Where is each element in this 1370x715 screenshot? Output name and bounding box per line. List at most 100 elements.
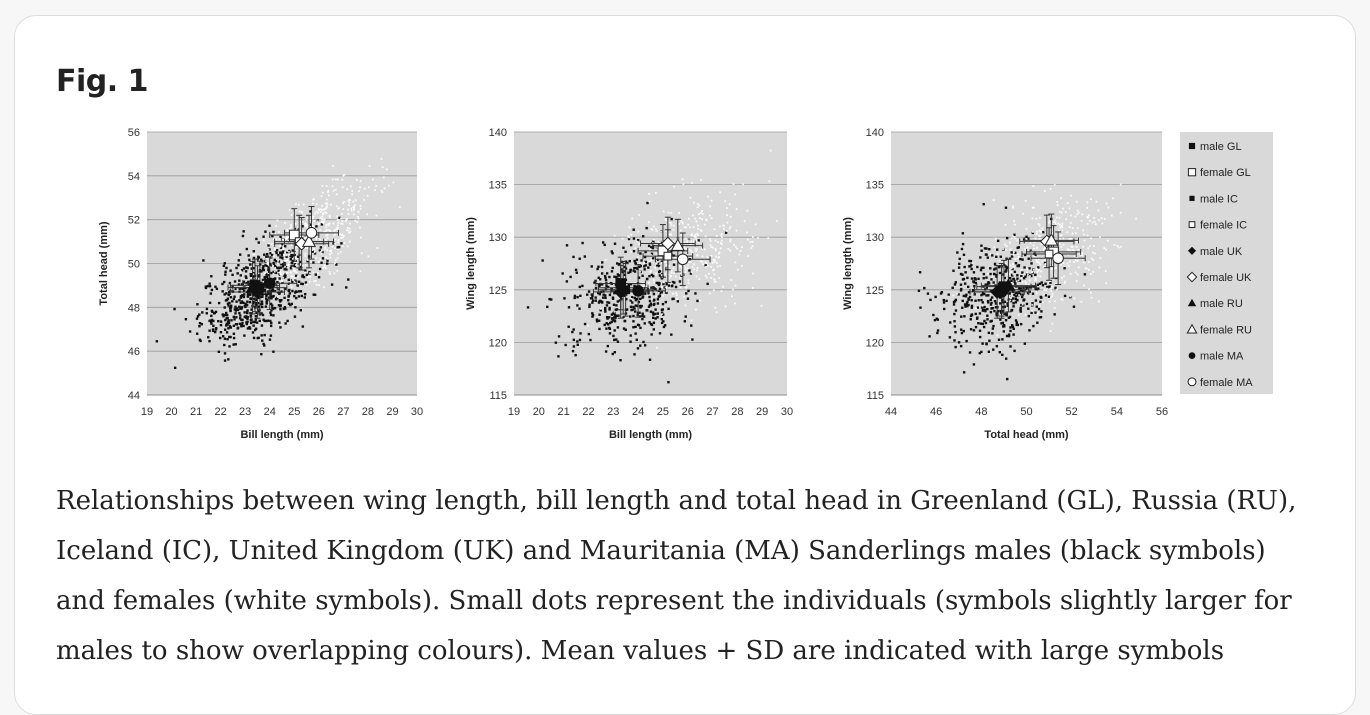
individual-point <box>1013 223 1016 226</box>
individual-point <box>214 285 217 288</box>
individual-point <box>683 295 686 298</box>
individual-point <box>1014 251 1017 255</box>
individual-point <box>712 258 715 261</box>
individual-point <box>706 256 709 259</box>
individual-point <box>650 254 653 256</box>
individual-point <box>616 340 620 343</box>
individual-point <box>252 273 255 276</box>
individual-point <box>345 218 348 221</box>
individual-point <box>246 309 249 312</box>
individual-point <box>1003 305 1006 308</box>
individual-point <box>710 246 713 249</box>
individual-point <box>1034 311 1037 314</box>
individual-point <box>359 207 362 210</box>
individual-point <box>952 303 956 306</box>
individual-point <box>263 277 267 281</box>
individual-point <box>710 276 713 279</box>
individual-point <box>664 261 666 263</box>
individual-point <box>1041 284 1045 287</box>
individual-point <box>303 296 306 299</box>
individual-point <box>696 206 699 209</box>
individual-point <box>195 317 199 320</box>
individuals-males <box>917 202 1087 381</box>
individual-point <box>605 322 608 325</box>
individual-point <box>1006 377 1009 381</box>
individual-point <box>719 242 722 244</box>
individual-point <box>965 339 968 343</box>
individual-point <box>989 272 992 276</box>
individual-point <box>638 315 642 318</box>
individual-point <box>686 241 689 243</box>
individual-point <box>696 267 699 269</box>
individual-point <box>626 261 629 265</box>
individual-point <box>255 237 258 241</box>
figure-caption: Relationships between wing length, bill … <box>56 486 1297 666</box>
individual-point <box>691 266 694 269</box>
individual-point <box>279 308 282 311</box>
individual-point <box>306 227 309 230</box>
individual-point <box>253 297 256 301</box>
individual-point <box>631 217 634 220</box>
individual-point <box>993 272 996 276</box>
x-tick-label: 48 <box>975 406 987 418</box>
individual-point <box>173 366 177 369</box>
individual-point <box>1063 294 1067 298</box>
individual-point <box>342 236 344 239</box>
individual-point <box>208 282 211 285</box>
individual-point <box>956 292 959 295</box>
individual-point <box>322 267 324 269</box>
individual-point <box>973 284 976 288</box>
individual-point <box>357 217 360 220</box>
individual-point <box>650 286 653 289</box>
individual-point <box>665 260 668 263</box>
individual-point <box>1031 302 1034 305</box>
individual-point <box>665 291 668 294</box>
individual-point <box>1082 245 1084 248</box>
individual-point <box>693 239 696 242</box>
individual-point <box>717 256 720 259</box>
individual-point <box>611 252 614 255</box>
individual-point <box>1088 219 1091 222</box>
individual-point <box>1025 235 1028 238</box>
individual-point <box>252 336 256 340</box>
individual-point <box>288 292 292 295</box>
individual-point <box>297 226 299 229</box>
individual-point <box>917 289 921 292</box>
individual-point <box>227 320 230 323</box>
individual-point <box>326 262 329 265</box>
individual-point <box>308 270 311 274</box>
individual-point <box>336 270 339 272</box>
individual-point <box>603 323 606 327</box>
individual-point <box>650 252 654 256</box>
individual-point <box>318 267 322 271</box>
individual-point <box>637 300 641 304</box>
individual-point <box>586 293 589 296</box>
individual-point <box>622 327 626 330</box>
individual-point <box>709 238 712 240</box>
individual-point <box>730 279 733 282</box>
individual-point <box>954 281 958 284</box>
individual-point <box>265 319 268 323</box>
individual-point <box>729 249 732 252</box>
individual-point <box>337 207 340 210</box>
individual-point <box>288 288 291 292</box>
individual-point <box>281 251 284 254</box>
individual-point <box>597 301 601 304</box>
individual-point <box>269 302 273 306</box>
individual-point <box>275 249 279 252</box>
individual-point <box>1090 257 1093 260</box>
individual-point <box>321 250 324 254</box>
individual-point <box>253 320 257 324</box>
individual-point <box>999 302 1002 305</box>
individual-point <box>709 240 712 242</box>
individual-point <box>603 274 607 278</box>
individual-point <box>648 260 651 263</box>
individual-point <box>1086 201 1089 204</box>
individual-point <box>233 295 236 298</box>
individual-point <box>597 265 600 268</box>
individual-point <box>226 297 230 300</box>
individual-point <box>1017 287 1021 290</box>
individual-point <box>320 252 323 255</box>
individual-point <box>273 238 275 241</box>
